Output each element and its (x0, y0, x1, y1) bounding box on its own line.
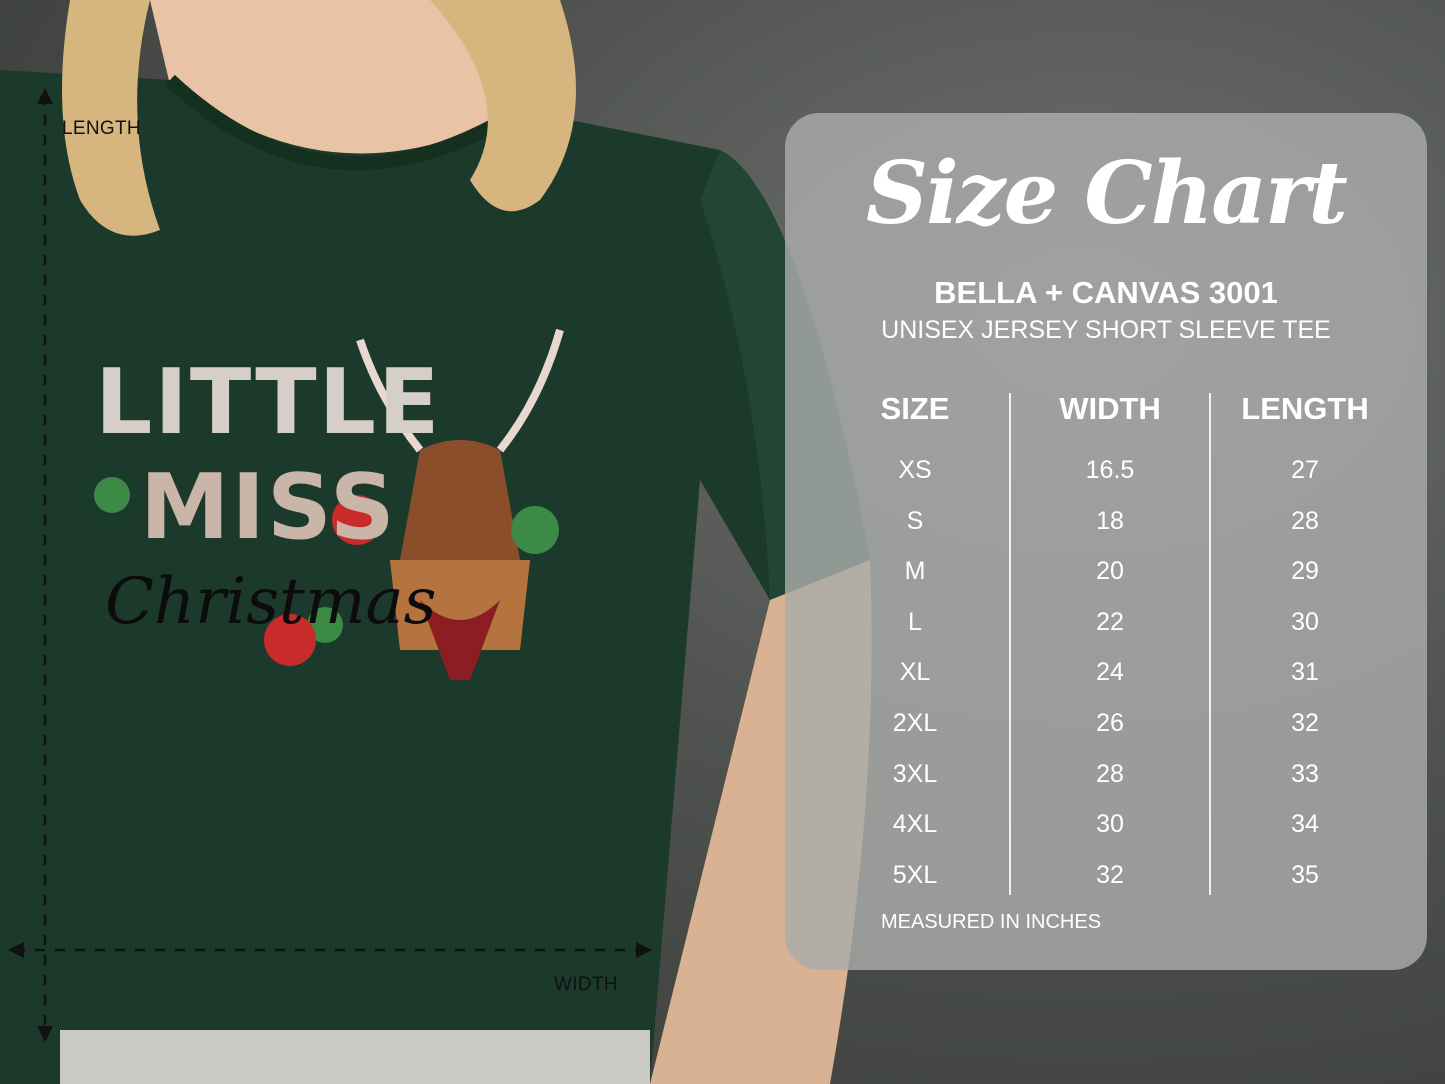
width-label: WIDTH (554, 974, 618, 995)
cell-length: 31 (1291, 658, 1319, 687)
cell-size: M (904, 557, 926, 586)
reindeer-graphic (94, 328, 564, 680)
cell-width: 20 (1096, 557, 1124, 586)
size-chart-panel: Size Chart BELLA + CANVAS 3001 UNISEX JE… (785, 113, 1427, 970)
cell-size: 5XL (892, 860, 938, 889)
cell-size: 4XL (892, 810, 938, 839)
measurement-unit-note: MEASURED IN INCHES (881, 911, 1102, 933)
cell-size: XL (899, 658, 931, 687)
width-arrow-head-left (8, 942, 24, 958)
product-brand: BELLA + CANVAS 3001 (934, 275, 1278, 310)
cell-length: 35 (1291, 860, 1319, 889)
artwork-text-miss: MISS (140, 455, 397, 560)
column-divider (1209, 393, 1211, 895)
cell-length: 33 (1291, 759, 1319, 788)
width-arrow-head-right (636, 942, 652, 958)
model-pants (60, 1030, 650, 1084)
cell-width: 22 (1096, 607, 1124, 636)
size-chart-title: Size Chart (865, 143, 1348, 244)
header-size: SIZE (880, 391, 950, 426)
cell-size: XS (898, 456, 932, 484)
cell-length: 29 (1291, 557, 1319, 586)
header-length: LENGTH (1241, 391, 1369, 426)
cell-width: 16.5 (1085, 456, 1135, 484)
tshirt-collar (165, 74, 524, 171)
column-divider (1009, 393, 1011, 895)
cell-width: 24 (1096, 658, 1124, 687)
length-arrow-head-bottom (37, 1026, 53, 1042)
cell-length: 32 (1291, 709, 1319, 737)
cell-size: 3XL (892, 759, 938, 788)
length-label: LENGTH (62, 118, 141, 139)
cell-width: 32 (1096, 860, 1124, 889)
cell-size: S (906, 506, 924, 535)
cell-width: 26 (1096, 709, 1124, 737)
cell-size: 2XL (892, 709, 938, 737)
product-model: UNISEX JERSEY SHORT SLEEVE TEE (881, 316, 1331, 344)
artwork-text-little: LITTLE (95, 350, 442, 455)
cell-length: 28 (1291, 506, 1319, 535)
cell-width: 30 (1096, 810, 1124, 839)
model-hair-right (430, 0, 576, 212)
cell-length: 34 (1291, 810, 1319, 839)
length-arrow-head-top (37, 88, 53, 104)
cell-width: 18 (1096, 506, 1124, 535)
artwork-text-christmas: Christmas (105, 565, 437, 639)
cell-size: L (908, 607, 922, 636)
header-width: WIDTH (1059, 391, 1161, 426)
cell-length: 30 (1291, 607, 1319, 636)
model-hair (62, 0, 160, 236)
cell-width: 28 (1096, 759, 1124, 788)
cell-length: 27 (1291, 456, 1319, 484)
